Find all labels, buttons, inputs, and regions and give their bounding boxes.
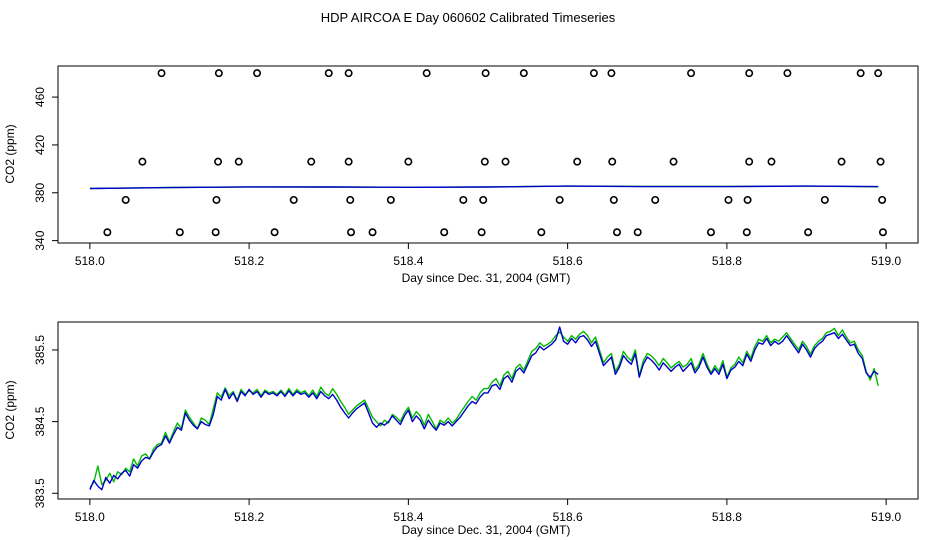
y-tick-label: 420	[33, 135, 47, 155]
y-tick-label: 383.5	[33, 478, 47, 508]
top-x-axis: 518.0 518.2 518.4 518.6 518.8 519.0	[75, 243, 901, 268]
scatter-point	[876, 157, 885, 166]
scatter-point	[344, 69, 353, 78]
scatter-point	[368, 228, 377, 237]
scatter-point	[743, 195, 752, 204]
x-tick-label: 518.4	[393, 510, 423, 524]
bottom-plot-frame	[57, 321, 919, 500]
scatter-point	[440, 228, 449, 237]
blue-series-line	[89, 326, 879, 491]
scatter-point	[214, 69, 223, 78]
x-tick-label: 519.0	[871, 254, 901, 268]
scatter-point	[519, 69, 528, 78]
bottom-y-axis: 383.5 384.5 385.5	[33, 335, 58, 508]
x-tick-label: 518.0	[75, 510, 105, 524]
scatter-point	[612, 228, 621, 237]
scatter-point	[878, 195, 887, 204]
scatter-point	[589, 69, 598, 78]
scatter-point	[608, 157, 617, 166]
x-tick-label: 518.4	[393, 254, 423, 268]
scatter-point	[138, 157, 147, 166]
top-plot-frame	[57, 65, 919, 244]
scatter-point	[837, 157, 846, 166]
scatter-point	[555, 195, 564, 204]
bottom-x-axis-label: Day since Dec. 31, 2004 (GMT)	[402, 523, 571, 537]
scatter-point	[573, 157, 582, 166]
scatter-point	[633, 228, 642, 237]
scatter-point	[783, 69, 792, 78]
top-x-axis-label: Day since Dec. 31, 2004 (GMT)	[402, 271, 571, 285]
scatter-point	[745, 157, 754, 166]
scatter-point	[537, 228, 546, 237]
scatter-point	[687, 69, 696, 78]
scatter-point	[669, 157, 678, 166]
y-tick-label: 380	[33, 182, 47, 202]
scatter-point	[874, 69, 883, 78]
scatter-point	[214, 157, 223, 166]
scatter-point	[422, 69, 431, 78]
bottom-panel: 518.0 518.2 518.4 518.6 518.8 519.0 383.5 384.…	[3, 321, 919, 537]
scatter-point	[479, 195, 488, 204]
chart-title: HDP AIRCOA E Day 060602 Calibrated Times…	[321, 10, 616, 25]
scatter-point	[481, 69, 490, 78]
scatter-point	[157, 69, 166, 78]
x-tick-label: 518.8	[712, 254, 742, 268]
scatter-point	[344, 157, 353, 166]
scatter-point	[742, 228, 751, 237]
scatter-point	[121, 195, 130, 204]
scatter-point	[609, 195, 618, 204]
green-series-line	[89, 327, 879, 488]
y-tick-label: 340	[33, 230, 47, 250]
bottom-plot-marks	[89, 326, 879, 491]
scatter-point	[324, 69, 333, 78]
blue-series-line	[89, 185, 879, 190]
scatter-point	[289, 195, 298, 204]
scatter-point	[234, 157, 243, 166]
x-tick-label: 518.6	[553, 510, 583, 524]
y-tick-label: 384.5	[33, 406, 47, 436]
scatter-point	[386, 195, 395, 204]
scatter-point	[212, 195, 221, 204]
x-tick-label: 519.0	[871, 510, 901, 524]
scatter-point	[480, 157, 489, 166]
x-tick-label: 518.8	[712, 510, 742, 524]
y-tick-label: 385.5	[33, 335, 47, 365]
scatter-point	[767, 157, 776, 166]
scatter-point	[477, 228, 486, 237]
scatter-point	[175, 228, 184, 237]
scatter-point	[103, 228, 112, 237]
top-plot-marks	[89, 69, 887, 237]
scatter-point	[607, 69, 616, 78]
x-tick-label: 518.0	[75, 254, 105, 268]
scatter-point	[724, 195, 733, 204]
scatter-point	[347, 228, 356, 237]
scatter-point	[346, 195, 355, 204]
bottom-x-axis: 518.0 518.2 518.4 518.6 518.8 519.0	[75, 499, 901, 524]
scatter-point	[211, 228, 220, 237]
top-y-axis-label: CO2 (ppm)	[3, 124, 17, 183]
scatter-point	[501, 157, 510, 166]
top-panel: 518.0 518.2 518.4 518.6 518.8 519.0 340 380 420…	[3, 65, 919, 285]
scatter-point	[820, 195, 829, 204]
scatter-point	[856, 69, 865, 78]
y-tick-label: 460	[33, 87, 47, 107]
scatter-point	[651, 195, 660, 204]
x-tick-label: 518.2	[234, 510, 264, 524]
bottom-y-axis-label: CO2 (ppm)	[3, 380, 17, 439]
scatter-point	[745, 69, 754, 78]
scatter-point	[253, 69, 262, 78]
scatter-point	[706, 228, 715, 237]
x-tick-label: 518.2	[234, 254, 264, 268]
top-y-axis: 340 380 420 460	[33, 87, 58, 251]
scatter-point	[270, 228, 279, 237]
scatter-point	[404, 157, 413, 166]
scatter-point	[459, 195, 468, 204]
x-tick-label: 518.6	[553, 254, 583, 268]
scatter-point	[804, 228, 813, 237]
scatter-point	[307, 157, 316, 166]
scatter-point	[878, 228, 887, 237]
